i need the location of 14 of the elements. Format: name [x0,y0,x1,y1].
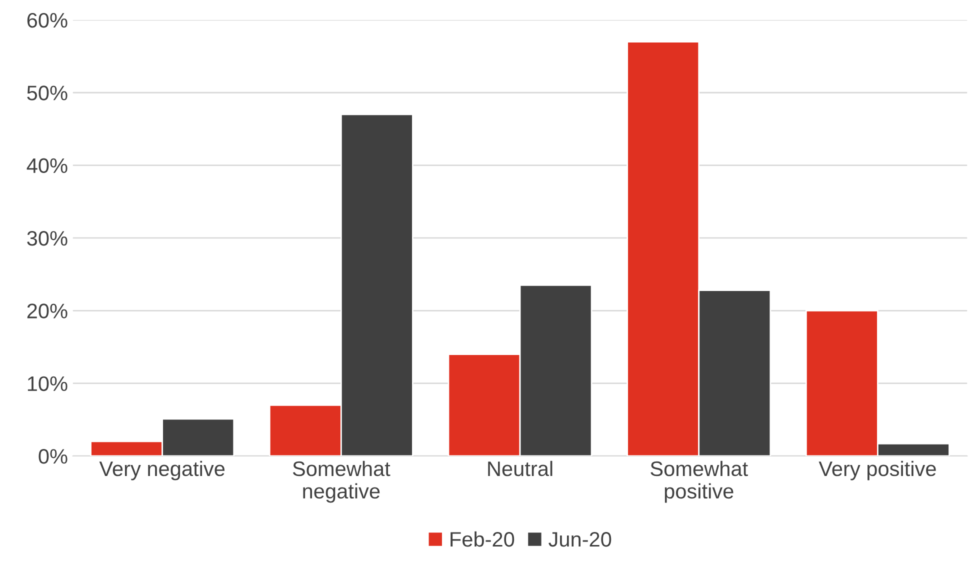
y-tick-label: 60% [27,12,68,28]
x-tick-label: Very positive [818,460,936,480]
y-tick-label: 20% [27,304,68,318]
legend-label: Feb-20 [450,531,514,547]
y-tick-label: 40% [26,158,68,174]
y-tick-label: 10% [28,376,68,392]
x-tick-label: Somewhat negative [292,460,390,503]
x-tick-label: Very negative [99,460,225,480]
y-tick-label: 0% [38,449,68,464]
x-tick-label: Somewhat positive [650,460,748,503]
y-tick-label: 50% [27,86,68,100]
legend-label: Jun-20 [548,532,612,547]
x-tick-label: Neutral [488,460,552,476]
y-tick-label: 30% [27,230,68,246]
